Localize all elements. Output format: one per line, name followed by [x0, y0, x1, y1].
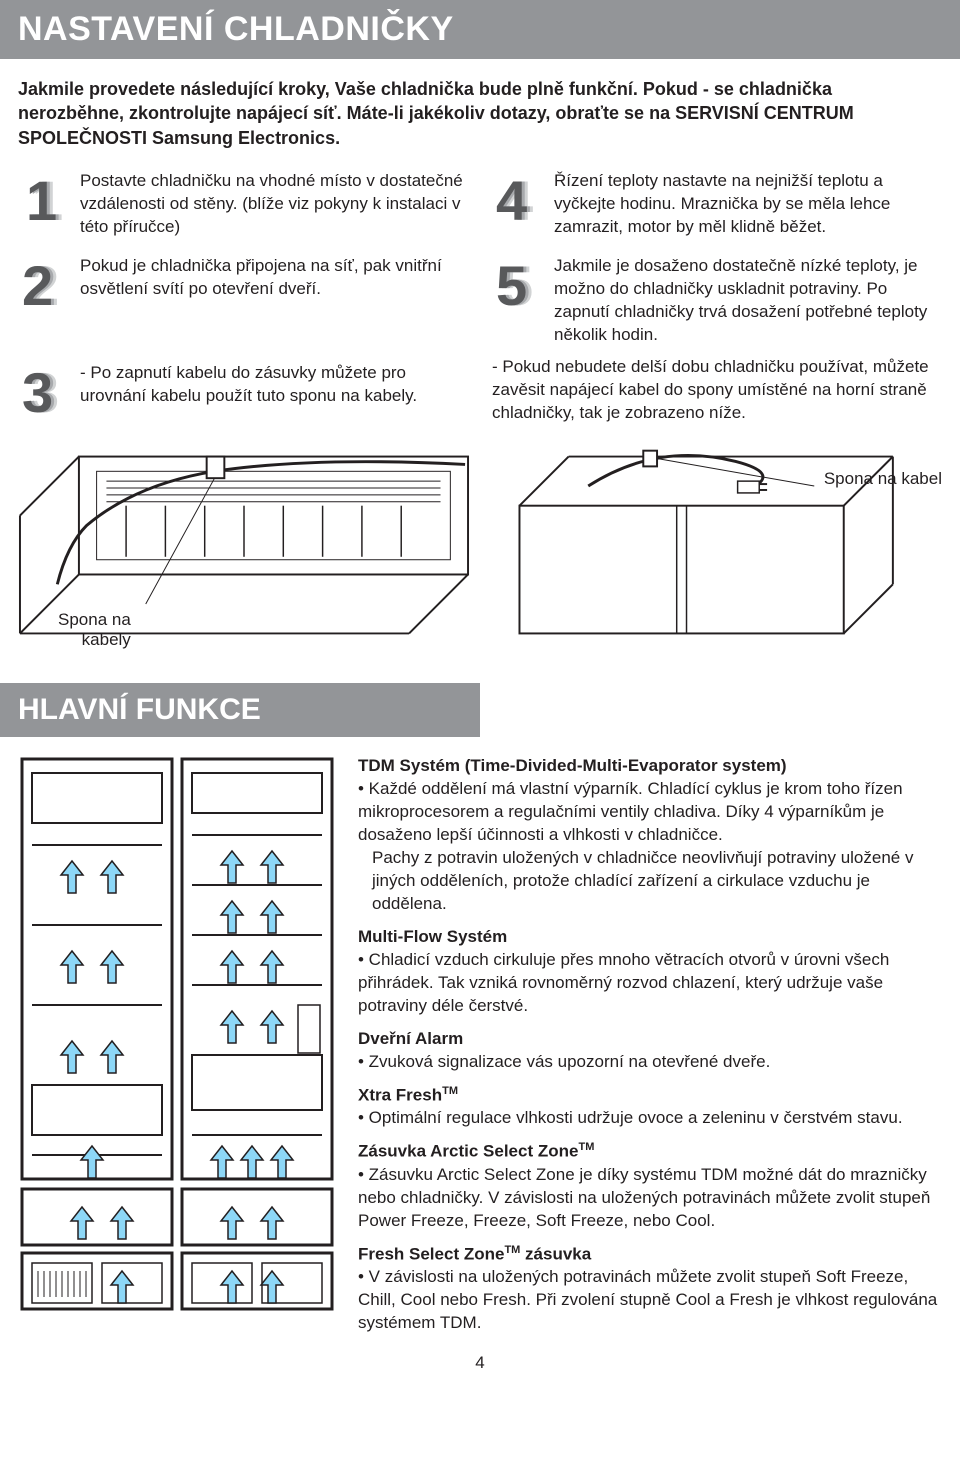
- svg-text:5: 5: [496, 254, 527, 315]
- step-number-3-icon: 3 3 3: [18, 356, 68, 427]
- diagram-left: Spona nakabely: [18, 445, 470, 645]
- section-header-setup-text: NASTAVENÍ CHLADNIČKY: [18, 10, 454, 48]
- section-header-features-text: HLAVNÍ FUNKCE: [18, 693, 261, 726]
- step-4: 4 4 4 Řízení teploty nastavte na nejnižš…: [492, 164, 942, 239]
- features-row: TDM Systém (Time-Divided-Multi-Evaporato…: [0, 737, 960, 1353]
- trademark-icon: TM: [442, 1085, 458, 1097]
- step-1-text: Postavte chladničku na vhodné místo v do…: [80, 164, 468, 239]
- step-number-4-icon: 4 4 4: [492, 164, 542, 235]
- step-number-5-icon: 5 5 5: [492, 249, 542, 320]
- feature-xtrafresh-title: Xtra FreshTM: [358, 1084, 942, 1108]
- trademark-icon: TM: [578, 1141, 594, 1153]
- feature-freshselect-title-c: zásuvka: [520, 1244, 591, 1263]
- intro-paragraph: Jakmile provedete následující kroky, Vaš…: [0, 59, 960, 158]
- svg-text:2: 2: [22, 254, 53, 315]
- step-3-text: - Po zapnutí kabelu do zásuvky můžete pr…: [80, 356, 468, 408]
- fridge-airflow-icon: [18, 755, 338, 1315]
- step-3: 3 3 3 - Po zapnutí kabelu do zásuvky můž…: [18, 356, 468, 427]
- feature-tdm-body1: • Každé oddělení má vlastní výparník. Ch…: [358, 778, 942, 847]
- step-4-text: Řízení teploty nastavte na nejnižší tepl…: [554, 164, 942, 239]
- svg-text:3: 3: [22, 361, 53, 422]
- step-number-2-icon: 2 2 2: [18, 249, 68, 320]
- svg-text:1: 1: [26, 169, 57, 230]
- feature-arctic-title: Zásuvka Arctic Select ZoneTM: [358, 1140, 942, 1164]
- feature-alarm-title: Dveřní Alarm: [358, 1028, 942, 1051]
- svg-text:4: 4: [496, 169, 527, 230]
- section-header-setup: NASTAVENÍ CHLADNIČKY: [0, 0, 960, 59]
- step-2: 2 2 2 Pokud je chladnička připojena na s…: [18, 249, 468, 347]
- diagram-right: Spona na kabel: [490, 445, 942, 645]
- feature-arctic-body: • Zásuvku Arctic Select Zone je díky sys…: [358, 1164, 942, 1233]
- feature-tdm-title: TDM Systém (Time-Divided-Multi-Evaporato…: [358, 755, 942, 778]
- section-header-features: HLAVNÍ FUNKCE: [0, 683, 480, 737]
- step-2-text: Pokud je chladnička připojena na síť, pa…: [80, 249, 468, 301]
- feature-xtrafresh-body: • Optimální regulace vlhkosti udržuje ov…: [358, 1107, 942, 1130]
- step-number-1-icon: 1 1 1: [18, 164, 68, 235]
- trademark-icon: TM: [504, 1244, 520, 1256]
- fridge-illustration: [18, 755, 338, 1335]
- step-note-text: - Pokud nebudete delší dobu chladničku p…: [492, 356, 942, 425]
- feature-xtrafresh-title-a: Xtra Fresh: [358, 1085, 442, 1104]
- page: NASTAVENÍ CHLADNIČKY Jakmile provedete n…: [0, 0, 960, 1383]
- feature-alarm-body: • Zvuková signalizace vás upozorní na ot…: [358, 1051, 942, 1074]
- feature-freshselect-body: • V závislosti na uložených potravinách …: [358, 1266, 942, 1335]
- feature-tdm-body2: Pachy z potravin uložených v chladničce …: [358, 847, 942, 916]
- feature-freshselect-title-a: Fresh Select Zone: [358, 1244, 504, 1263]
- label-spona-kabel: Spona na kabel: [824, 469, 942, 489]
- step-note: - Pokud nebudete delší dobu chladničku p…: [492, 356, 942, 427]
- steps-grid: 1 1 1 Postavte chladničku na vhodné míst…: [0, 158, 960, 438]
- diagrams-row: Spona nakabely: [0, 437, 960, 663]
- label-spona-kabely: Spona nakabely: [58, 610, 131, 649]
- page-number: 4: [0, 1353, 960, 1383]
- features-text-column: TDM Systém (Time-Divided-Multi-Evaporato…: [358, 755, 942, 1335]
- feature-multiflow-body: • Chladicí vzduch cirkuluje přes mnoho v…: [358, 949, 942, 1018]
- feature-arctic-title-a: Zásuvka Arctic Select Zone: [358, 1142, 578, 1161]
- step-1: 1 1 1 Postavte chladničku na vhodné míst…: [18, 164, 468, 239]
- feature-multiflow-title: Multi-Flow Systém: [358, 926, 942, 949]
- feature-freshselect-title: Fresh Select ZoneTM zásuvka: [358, 1243, 942, 1267]
- step-5: 5 5 5 Jakmile je dosaženo dostatečně níz…: [492, 249, 942, 347]
- step-5-text: Jakmile je dosaženo dostatečně nízké tep…: [554, 249, 942, 347]
